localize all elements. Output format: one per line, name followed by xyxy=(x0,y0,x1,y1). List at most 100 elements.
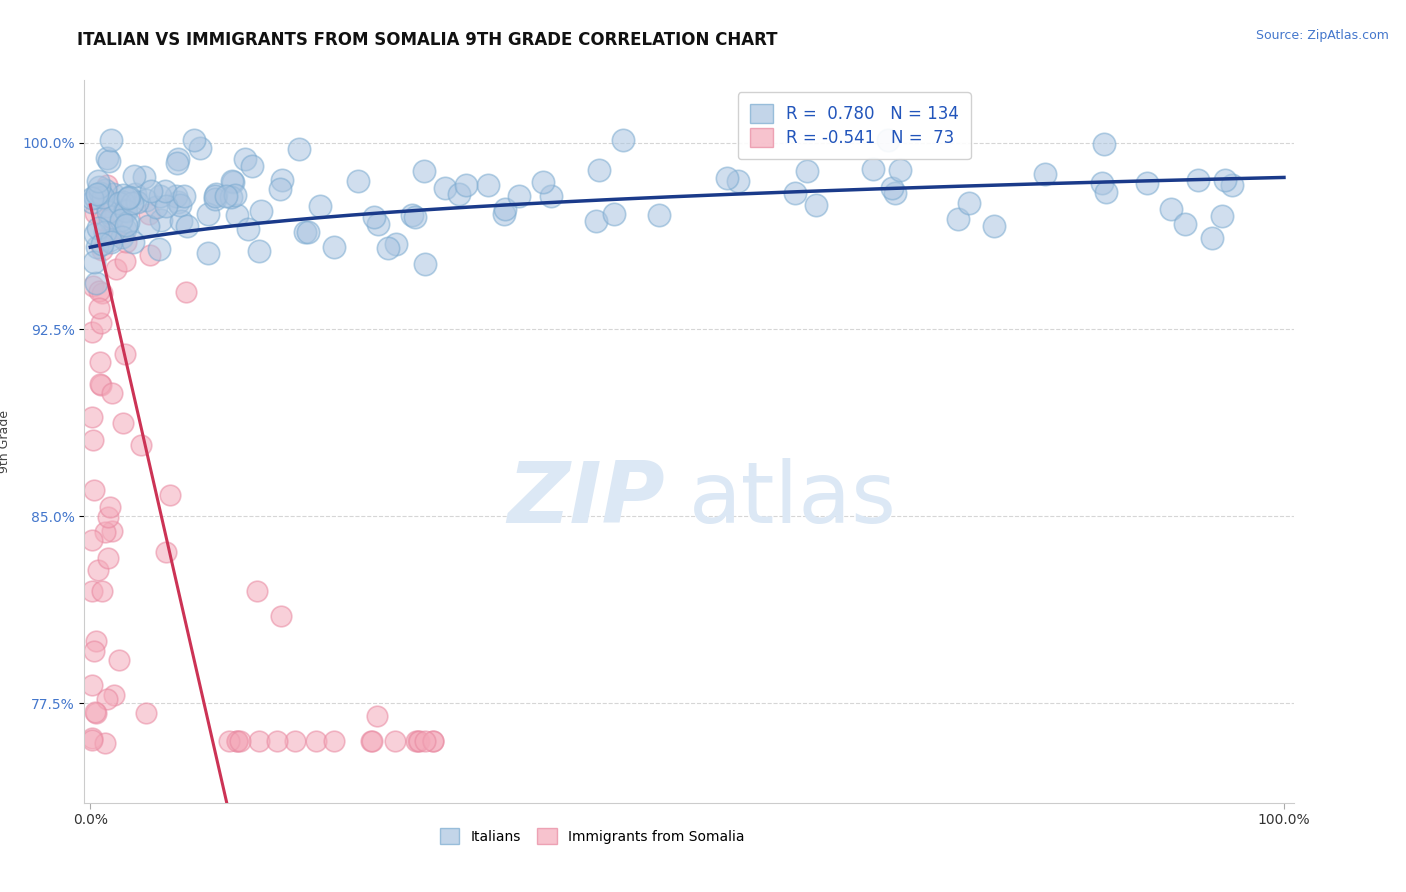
Point xyxy=(135,193,157,207)
Point xyxy=(141,184,163,198)
Point xyxy=(117,191,139,205)
Legend: Italians, Immigrants from Somalia: Italians, Immigrants from Somalia xyxy=(434,823,749,850)
Point xyxy=(108,196,131,211)
Point xyxy=(401,208,423,222)
Point xyxy=(166,156,188,170)
Point xyxy=(114,222,136,236)
Point xyxy=(1220,178,1243,192)
Point xyxy=(82,434,104,448)
Point xyxy=(287,142,309,156)
Point xyxy=(176,219,198,234)
Point xyxy=(94,225,117,239)
Point xyxy=(122,169,145,183)
Point xyxy=(422,733,444,747)
Point xyxy=(367,217,389,231)
Point xyxy=(86,187,108,202)
Point xyxy=(83,644,105,658)
Point xyxy=(134,170,156,185)
Text: ITALIAN VS IMMIGRANTS FROM SOMALIA 9TH GRADE CORRELATION CHART: ITALIAN VS IMMIGRANTS FROM SOMALIA 9TH G… xyxy=(77,31,778,49)
Point xyxy=(83,255,105,269)
Point xyxy=(80,584,103,599)
Point xyxy=(138,207,160,221)
Point xyxy=(115,235,138,250)
Point xyxy=(159,488,181,502)
Point xyxy=(384,236,406,251)
Point xyxy=(148,242,170,256)
Point xyxy=(169,197,191,211)
Point xyxy=(494,202,516,217)
Point xyxy=(233,152,256,166)
Point xyxy=(91,190,114,204)
Point xyxy=(131,438,153,452)
Point xyxy=(115,218,138,232)
Point xyxy=(226,733,249,747)
Point xyxy=(454,178,477,192)
Point xyxy=(204,192,226,206)
Text: ZIP: ZIP xyxy=(508,458,665,541)
Point xyxy=(90,584,112,599)
Point xyxy=(97,509,120,524)
Point xyxy=(87,221,110,235)
Point xyxy=(101,187,124,202)
Point xyxy=(377,241,399,255)
Point xyxy=(727,174,749,188)
Point xyxy=(103,688,125,702)
Point xyxy=(80,732,103,747)
Point xyxy=(84,706,107,720)
Point xyxy=(86,240,108,254)
Point xyxy=(229,733,252,747)
Point xyxy=(434,181,457,195)
Point xyxy=(1091,177,1114,191)
Point xyxy=(82,279,104,293)
Point xyxy=(1033,167,1056,181)
Point xyxy=(83,227,105,242)
Point xyxy=(494,207,516,221)
Point xyxy=(247,733,270,747)
Point xyxy=(84,276,107,290)
Point xyxy=(155,545,177,559)
Point xyxy=(84,633,107,648)
Point xyxy=(240,159,263,173)
Point xyxy=(86,174,108,188)
Point xyxy=(236,222,259,236)
Point xyxy=(110,213,132,227)
Point xyxy=(80,410,103,425)
Point xyxy=(347,174,370,188)
Point xyxy=(90,377,112,392)
Point xyxy=(447,186,470,201)
Point xyxy=(80,678,103,692)
Point xyxy=(412,163,434,178)
Point xyxy=(297,225,319,239)
Point xyxy=(308,199,330,213)
Point xyxy=(82,195,104,210)
Text: atlas: atlas xyxy=(689,458,897,541)
Point xyxy=(603,206,626,220)
Point xyxy=(269,182,291,196)
Point xyxy=(97,205,120,219)
Point xyxy=(124,187,146,202)
Point xyxy=(508,189,530,203)
Point xyxy=(1174,217,1197,231)
Point xyxy=(205,187,228,202)
Point xyxy=(796,164,818,178)
Point xyxy=(531,175,554,189)
Point xyxy=(100,133,122,147)
Point xyxy=(84,705,107,719)
Point xyxy=(406,733,429,747)
Point xyxy=(117,215,139,229)
Point xyxy=(250,204,273,219)
Point xyxy=(648,208,671,222)
Point xyxy=(93,524,115,539)
Point xyxy=(1136,176,1159,190)
Point xyxy=(361,733,384,747)
Point xyxy=(149,189,172,203)
Point xyxy=(112,194,135,209)
Point xyxy=(1094,185,1116,199)
Point xyxy=(89,180,111,194)
Point xyxy=(408,733,430,747)
Point xyxy=(413,257,436,271)
Point xyxy=(114,202,136,217)
Point xyxy=(112,188,135,202)
Point xyxy=(83,483,105,498)
Point xyxy=(183,133,205,147)
